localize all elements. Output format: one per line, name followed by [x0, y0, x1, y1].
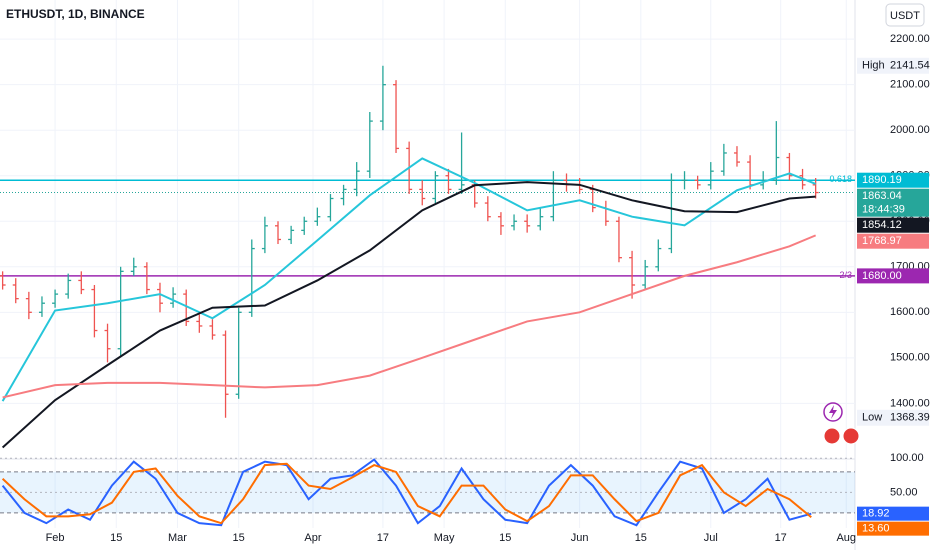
- extreme-name: High: [862, 60, 885, 72]
- stoch-line: [1, 462, 812, 525]
- extreme-tag: [857, 57, 929, 74]
- extreme-value: 1368.39: [890, 412, 930, 424]
- flag-icon[interactable]: [842, 427, 860, 445]
- y-tick-label: 1600.00: [890, 306, 930, 318]
- x-tick-label: 17: [775, 532, 787, 544]
- x-tick-label: Jun: [571, 532, 589, 544]
- x-tick-label: Apr: [304, 532, 321, 544]
- y-tick-label: 50.00: [890, 486, 918, 498]
- x-tick-label: 15: [499, 532, 511, 544]
- level-name: 2/3: [839, 270, 852, 280]
- stoch-tag: [857, 506, 929, 521]
- stoch-tag: [857, 521, 929, 536]
- moving-average: [2, 234, 817, 399]
- price-tag: [857, 172, 929, 188]
- flag-icon[interactable]: [823, 427, 841, 445]
- y-tick-label: 1500.00: [890, 352, 930, 364]
- y-tick-label: 2000.00: [890, 124, 930, 136]
- y-tick-label: 2200.00: [890, 33, 930, 45]
- y-tick-label: 100.00: [890, 452, 924, 464]
- stoch-tag-label: 18.92: [862, 508, 890, 520]
- y-tick-label: 2100.00: [890, 79, 930, 91]
- price-tag-label: 1680.00: [862, 270, 902, 282]
- price-tag-label: 1890.19: [862, 174, 902, 186]
- price-tag: [857, 233, 929, 249]
- x-tick-label: Jul: [704, 532, 718, 544]
- x-tick-label: Aug: [836, 532, 856, 544]
- x-tick-label: 15: [233, 532, 245, 544]
- x-tick-label: 15: [110, 532, 122, 544]
- stoch-line: [1, 458, 812, 527]
- chart-title: ETHUSDT, 1D, BINANCE: [6, 7, 145, 21]
- extreme-tag: [857, 409, 929, 426]
- price-tag: [857, 188, 929, 217]
- level-name: 0.618: [829, 174, 852, 184]
- lightning-icon: [829, 405, 837, 419]
- x-tick-label: Mar: [168, 532, 187, 544]
- currency-button[interactable]: [885, 3, 925, 27]
- moving-average: [1, 181, 816, 449]
- price-tag: [857, 268, 929, 284]
- price-tag-label: 1863.04: [862, 190, 902, 202]
- price-tag-label: 1768.97: [862, 235, 902, 247]
- x-tick-label: 15: [635, 532, 647, 544]
- extreme-value: 2141.54: [890, 60, 930, 72]
- x-tick-label: 17: [377, 532, 389, 544]
- x-tick-label: Feb: [46, 532, 65, 544]
- x-tick-label: May: [434, 532, 455, 544]
- countdown-label: 18:44:39: [862, 204, 905, 216]
- y-tick-label: 1400.00: [890, 397, 930, 409]
- price-tag-label: 1854.12: [862, 219, 902, 231]
- extreme-name: Low: [862, 412, 882, 424]
- price-tag: [857, 217, 929, 233]
- stoch-tag-label: 13.60: [862, 523, 890, 535]
- moving-average: [1, 157, 817, 402]
- currency-label[interactable]: USDT: [890, 10, 920, 22]
